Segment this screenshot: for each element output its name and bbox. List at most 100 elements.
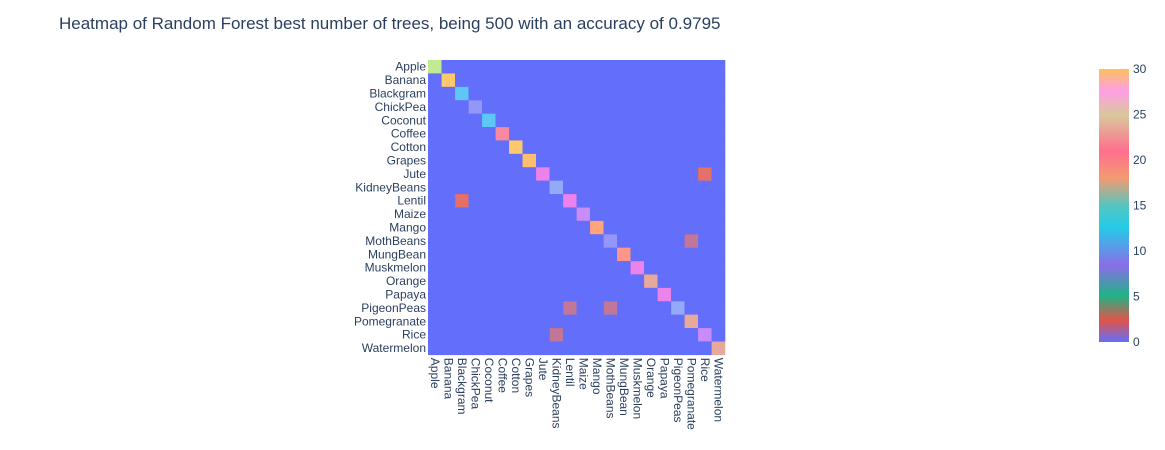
y-tick-label: Cotton <box>391 140 426 154</box>
heatmap-cell <box>563 113 577 128</box>
heatmap-cell <box>522 127 537 141</box>
heatmap-cell <box>657 180 672 195</box>
heatmap-cell <box>563 180 577 195</box>
heatmap-cell <box>536 234 550 248</box>
y-tick-label: Orange <box>386 274 426 288</box>
heatmap-cell <box>644 127 658 141</box>
heatmap-cell <box>657 100 672 114</box>
heatmap-cell <box>617 167 631 181</box>
heatmap-cell <box>563 314 577 329</box>
heatmap-cell <box>468 287 483 302</box>
heatmap-cell <box>455 207 469 222</box>
heatmap-cell <box>482 113 496 128</box>
heatmap-cell <box>522 100 537 114</box>
heatmap-cell <box>644 113 658 128</box>
heatmap-cell <box>684 167 699 181</box>
heatmap-cell <box>428 127 442 141</box>
heatmap-cell <box>590 100 604 114</box>
heatmap-cell <box>576 60 591 74</box>
heatmap-cell <box>495 261 510 275</box>
x-tick-label: ChickPea <box>468 358 482 410</box>
heatmap-cell <box>603 207 618 222</box>
heatmap-cell <box>617 73 631 88</box>
heatmap-cell <box>495 140 510 155</box>
heatmap-cell <box>684 127 699 141</box>
heatmap-cell <box>711 167 726 181</box>
heatmap-cell <box>644 234 658 248</box>
heatmap-cell <box>455 341 469 356</box>
x-tick-label: Lentil <box>563 358 577 387</box>
heatmap-cell <box>536 113 550 128</box>
heatmap-cell <box>711 153 726 168</box>
heatmap-cell <box>536 140 550 155</box>
heatmap-cell <box>657 274 672 289</box>
heatmap-cell <box>428 100 442 114</box>
heatmap-cell <box>509 194 523 208</box>
heatmap-cell <box>468 100 483 114</box>
x-tick-label: Papaya <box>657 358 671 399</box>
heatmap-cell <box>698 86 712 101</box>
heatmap-cell <box>590 60 604 74</box>
heatmap-cell <box>468 274 483 289</box>
heatmap-cell <box>482 153 496 168</box>
heatmap-cell <box>522 167 537 181</box>
heatmap-cell <box>536 194 550 208</box>
heatmap-cell <box>671 194 685 208</box>
heatmap-cell <box>441 261 456 275</box>
x-tick-label: Watermelon <box>711 358 725 422</box>
heatmap-cell <box>563 247 577 262</box>
heatmap-cell <box>428 274 442 289</box>
heatmap-cell <box>455 100 469 114</box>
heatmap-cell <box>522 113 537 128</box>
heatmap-cell <box>495 127 510 141</box>
heatmap-cell <box>711 287 726 302</box>
heatmap-cell <box>657 60 672 74</box>
heatmap-cell <box>428 301 442 315</box>
heatmap-cell <box>657 314 672 329</box>
heatmap-cell <box>684 60 699 74</box>
heatmap-cell <box>657 341 672 356</box>
heatmap-cell <box>563 328 577 342</box>
heatmap-cell <box>644 86 658 101</box>
heatmap-cell <box>563 287 577 302</box>
chart-title: Heatmap of Random Forest best number of … <box>59 14 720 33</box>
heatmap-cell <box>536 86 550 101</box>
heatmap-cell <box>603 167 618 181</box>
heatmap-cell <box>468 127 483 141</box>
heatmap-cell <box>603 220 618 235</box>
heatmap-cell <box>536 220 550 235</box>
heatmap-cell <box>657 207 672 222</box>
heatmap-cell <box>684 301 699 315</box>
heatmap-cell <box>441 100 456 114</box>
heatmap-cell <box>671 247 685 262</box>
heatmap-cell <box>522 234 537 248</box>
heatmap-cell <box>671 140 685 155</box>
heatmap-cell <box>576 207 591 222</box>
heatmap-cell <box>563 234 577 248</box>
heatmap-cell <box>549 140 564 155</box>
colorbar-tick-label: 30 <box>1133 62 1147 76</box>
heatmap-cell <box>455 167 469 181</box>
heatmap-cell <box>509 220 523 235</box>
heatmap-cell <box>536 314 550 329</box>
heatmap-cell <box>590 301 604 315</box>
heatmap-cell <box>482 140 496 155</box>
heatmap-cell <box>671 234 685 248</box>
heatmap-cell <box>657 113 672 128</box>
heatmap-cell <box>711 220 726 235</box>
heatmap-cell <box>522 287 537 302</box>
heatmap-cell <box>495 220 510 235</box>
heatmap-cell <box>536 287 550 302</box>
heatmap-cell <box>603 194 618 208</box>
heatmap-cell <box>509 207 523 222</box>
heatmap-cell <box>617 274 631 289</box>
heatmap-cell <box>590 207 604 222</box>
heatmap-cell <box>482 341 496 356</box>
heatmap-cell <box>509 140 523 155</box>
heatmap-cell <box>671 86 685 101</box>
heatmap-cell <box>441 341 456 356</box>
heatmap-cell <box>441 287 456 302</box>
x-tick-label: Apple <box>428 358 442 389</box>
heatmap-cell <box>711 274 726 289</box>
heatmap-cell <box>495 100 510 114</box>
